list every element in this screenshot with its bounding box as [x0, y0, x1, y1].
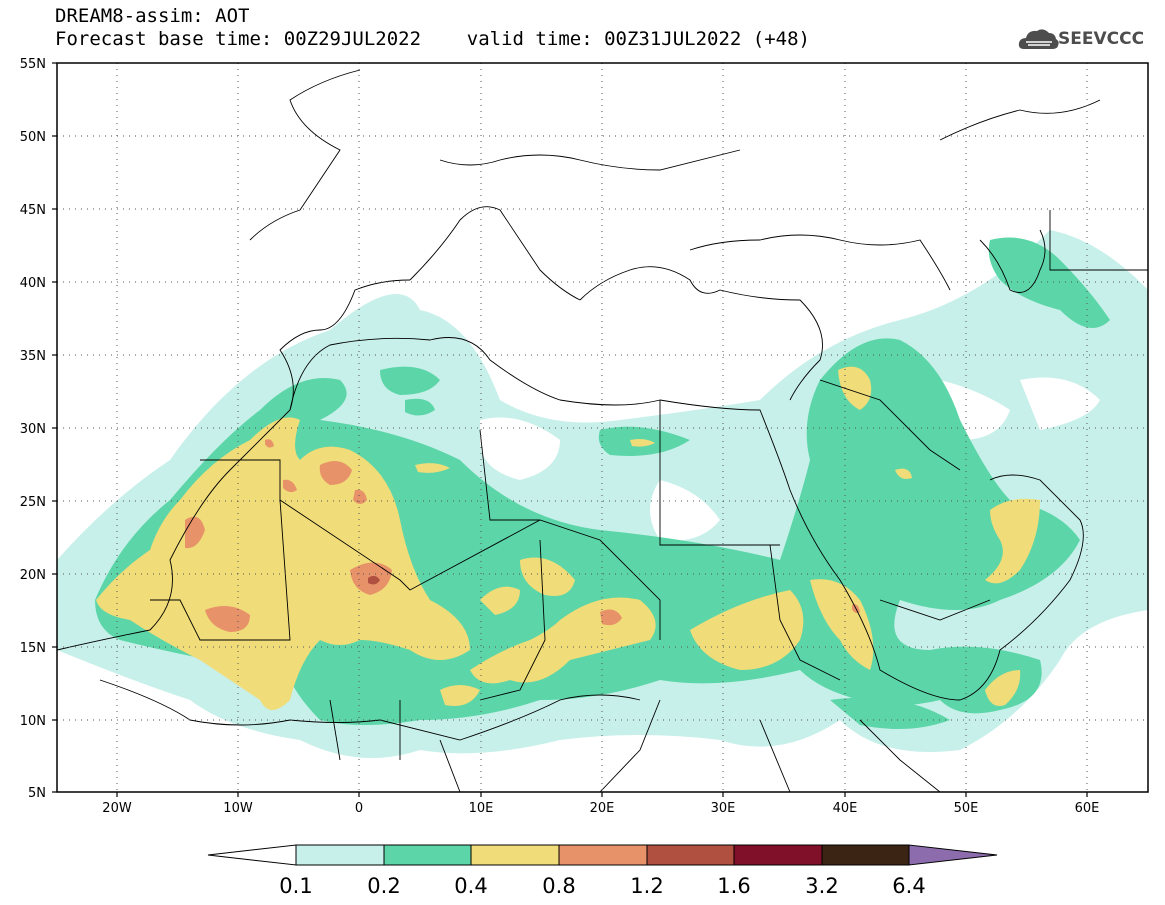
lon-label: 50E: [954, 801, 979, 816]
lon-label: 10E: [469, 801, 494, 816]
colorbar-segment: [821, 844, 910, 866]
colorbar-label: 0.4: [454, 874, 487, 898]
lat-label: 35N: [20, 349, 46, 364]
lon-label: 10W: [223, 801, 253, 816]
axis-ticks: [52, 62, 1088, 797]
longitude-labels: 20W 10W 0 10E 20E 30E 40E 50E 60E: [102, 801, 1099, 816]
lon-label: 20W: [102, 801, 132, 816]
lat-label: 10N: [20, 714, 46, 729]
colorbar-segment: [470, 844, 560, 866]
colorbar-label: 0.1: [279, 874, 312, 898]
colorbar: 0.1 0.2 0.4 0.8 1.2 1.6 3.2 6.4: [207, 844, 998, 898]
colorbar-over-arrow: [908, 844, 998, 866]
lon-label: 30E: [711, 801, 736, 816]
coastlines: [57, 69, 1148, 792]
map-title: DREAM8-assim: AOT: [55, 5, 250, 27]
lat-label: 45N: [20, 203, 46, 218]
lat-label: 20N: [20, 568, 46, 583]
lon-label: 20E: [590, 801, 615, 816]
colorbar-under-arrow: [207, 844, 297, 866]
lat-label: 5N: [28, 786, 46, 801]
cloud-icon: [1018, 29, 1059, 49]
colorbar-label: 1.6: [717, 874, 750, 898]
lat-label: 50N: [20, 130, 46, 145]
lat-label: 55N: [20, 57, 46, 72]
colorbar-label: 0.2: [367, 874, 400, 898]
colorbar-segment: [558, 844, 648, 866]
lat-label: 40N: [20, 276, 46, 291]
colorbar-label: 3.2: [805, 874, 838, 898]
latitude-labels: 55N 50N 45N 40N 35N 30N 25N 20N 15N 10N …: [20, 57, 46, 801]
lon-label: 40E: [833, 801, 858, 816]
colorbar-segment: [733, 844, 823, 866]
colorbar-label: 0.8: [542, 874, 575, 898]
colorbar-label: 1.2: [630, 874, 663, 898]
colorbar-segment: [295, 844, 385, 866]
forecast-times: Forecast base time: 00Z29JUL2022 valid t…: [55, 28, 810, 50]
lat-label: 30N: [20, 422, 46, 437]
lon-label: 0: [355, 801, 363, 816]
aot-fields: [57, 230, 1148, 758]
colorbar-label: 6.4: [892, 874, 925, 898]
colorbar-segment: [646, 844, 735, 866]
lat-label: 15N: [20, 641, 46, 656]
lat-label: 25N: [20, 495, 46, 510]
colorbar-segment: [383, 844, 472, 866]
logo-text: SEEVCCC: [1058, 29, 1145, 49]
lon-label: 60E: [1075, 801, 1100, 816]
